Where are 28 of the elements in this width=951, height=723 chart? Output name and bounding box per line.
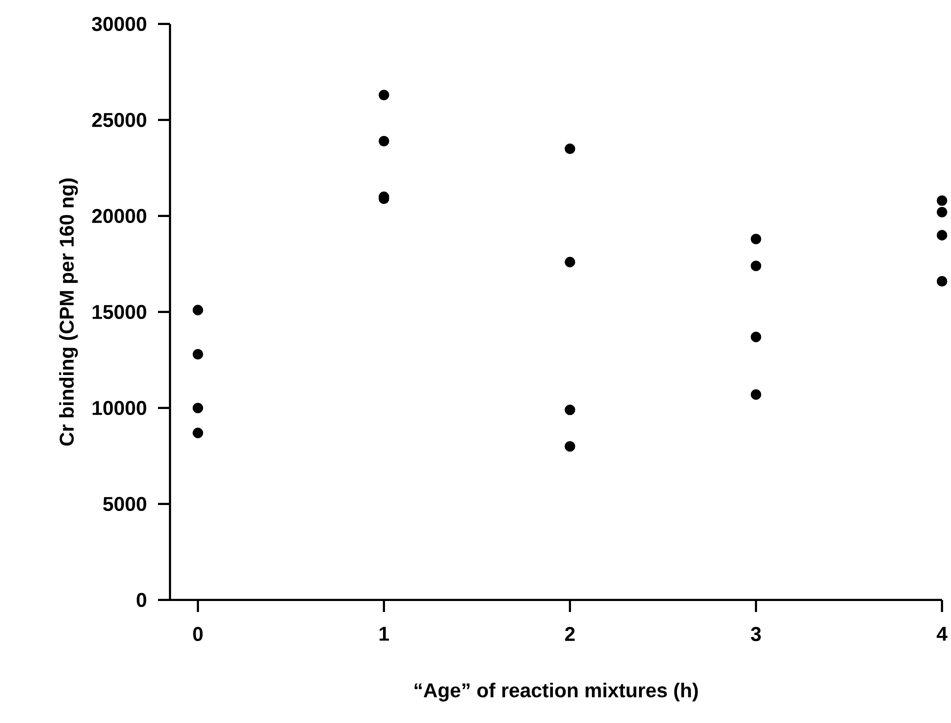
y-tick-label: 30000 [92, 16, 146, 32]
y-tick-label: 25000 [92, 112, 146, 128]
y-tick-label: 10000 [92, 400, 146, 416]
point [192, 428, 204, 438]
point [564, 441, 576, 452]
y-tick-label: 5000 [103, 496, 146, 512]
x-axis-title: “Age” of reaction mixtures (h) [414, 682, 698, 702]
x-tick-label: 4 [936, 626, 948, 641]
point [564, 404, 576, 416]
point [192, 304, 204, 316]
point [750, 389, 762, 400]
point [192, 402, 204, 414]
point [750, 234, 762, 244]
y-tick-label: 20000 [92, 208, 146, 224]
y-axis-title: Cr binding (CPM per 160 ng) [59, 178, 78, 446]
y-tick-label: 15000 [92, 304, 146, 320]
x-tick-label: 0 [193, 626, 203, 642]
x-tick-label: 2 [565, 626, 575, 641]
point [750, 260, 762, 272]
point [192, 348, 204, 360]
point [378, 90, 390, 100]
x-tick-label: 3 [750, 626, 761, 642]
point [750, 332, 762, 342]
point [378, 136, 390, 146]
x-tick-label: 1 [380, 626, 389, 641]
point [564, 256, 576, 268]
y-tick-label: 0 [136, 592, 146, 608]
point [564, 144, 576, 154]
